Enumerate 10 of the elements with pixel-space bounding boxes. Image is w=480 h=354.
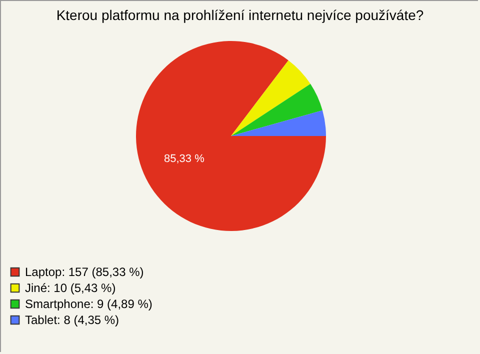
legend-label: Smartphone: 9 (4,89 %) [25, 297, 152, 311]
chart-title: Kterou platformu na prohlížení internetu nejvíce používáte? [56, 7, 424, 23]
pie-slice [136, 41, 326, 231]
legend-label: Jiné: 10 (5,43 %) [25, 281, 116, 295]
pie-slice [231, 84, 322, 136]
legend-label: Tablet: 8 (4,35 %) [25, 313, 120, 327]
data-label: 85,33 % [164, 153, 205, 166]
pie-slice [231, 110, 326, 136]
legend-label: Laptop: 157 (85,33 %) [25, 265, 144, 279]
pie-slice [231, 60, 310, 136]
